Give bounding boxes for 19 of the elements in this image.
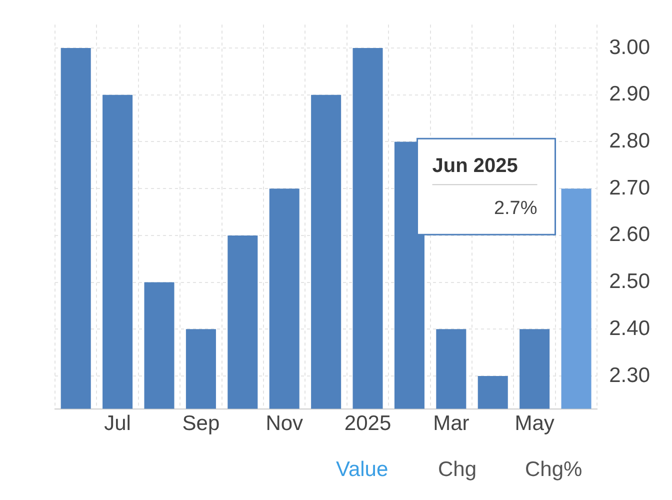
y-tick-label: 2.50	[609, 270, 650, 294]
y-tick-label: 2.30	[609, 364, 650, 387]
x-tick-label: 2025	[344, 412, 392, 436]
x-tick-label: Nov	[266, 412, 304, 436]
text: Chg	[438, 458, 477, 482]
y-tick-label: 2.40	[609, 316, 650, 340]
y-tick-label: 2.60	[609, 223, 650, 246]
x-tick-label: Sep	[182, 412, 220, 436]
x-tick-label: Mar	[433, 412, 470, 436]
annotation: 2.7%	[494, 198, 538, 219]
x-tick-label: Jul	[104, 412, 131, 436]
text: Value	[336, 458, 388, 482]
y-tick-label: 2.90	[609, 82, 650, 106]
text: Chg%	[525, 458, 582, 482]
x-tick-label: May	[514, 412, 555, 436]
y-tick-label: 3.00	[609, 36, 650, 59]
y-tick-label: 2.70	[609, 176, 650, 200]
y-tick-label: 2.80	[609, 130, 650, 153]
annotation: Jun 2025	[432, 155, 518, 178]
